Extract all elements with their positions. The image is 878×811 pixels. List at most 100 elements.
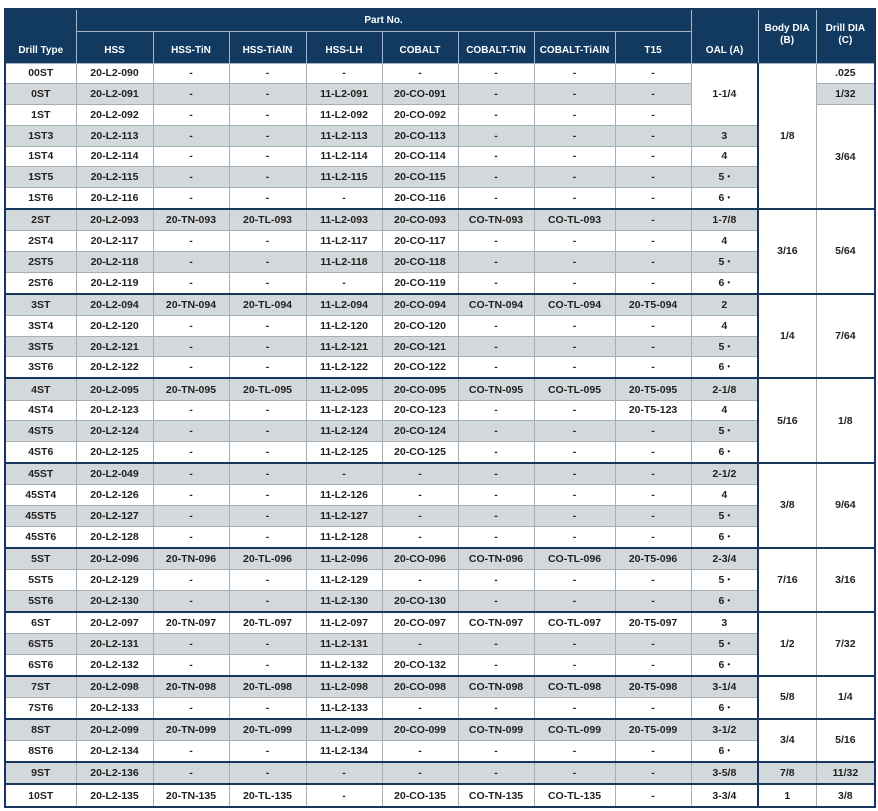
body-dia-cell: 1/2	[757, 610, 817, 677]
table-row-2st4: 2ST4 20-L2-117- -11-L2-117 20-CO-117- - -4	[4, 230, 875, 252]
drill-type-cell: 5ST	[4, 546, 77, 570]
table-row-8st: 8ST 20-L2-099 20-TN-099 20-TL-099 11-L2-099 2…	[4, 717, 876, 763]
table-row-4st4: 4ST4 20-L2-123- -11-L2-123 20-CO-123- -20-T5…	[4, 399, 875, 422]
part-number-cell: -	[533, 83, 616, 106]
part-number-cell: 20-CO-095	[381, 377, 459, 401]
part-number-cell: 20-TN-094	[152, 292, 230, 316]
part-number-cell: -	[305, 783, 383, 808]
drill-parts-table-wrap: Drill Type Part No. OAL (A) Body DIA (B)…	[4, 8, 877, 808]
part-number-cell: 20-TL-096	[228, 546, 307, 570]
part-number-cell: -	[152, 504, 230, 527]
part-number-cell: 20-T5-096	[614, 546, 692, 570]
part-number-cell: 20-L2-135	[75, 783, 154, 808]
body-dia-cell: 1	[757, 783, 817, 808]
oal-cell: 3-1/4	[690, 674, 759, 698]
part-number-cell: -	[152, 187, 230, 210]
drill-type-cell: 3ST5	[4, 335, 77, 358]
part-number-cell: -	[228, 739, 307, 763]
body-dia-cell: 7/16	[757, 546, 817, 613]
part-number-cell: 20-L2-122	[75, 356, 154, 379]
drill-type-cell: 1ST4	[4, 145, 77, 168]
part-number-cell: 20-L2-115	[75, 166, 154, 189]
part-number-cell: 20-L2-129	[75, 568, 154, 591]
part-number-cell: 20-CO-098	[381, 674, 459, 698]
body-dia-cell: 1/4	[757, 292, 817, 379]
oal-cell: 4	[690, 230, 759, 252]
part-number-cell: 11-L2-095	[305, 377, 383, 401]
part-number-cell: -	[152, 356, 230, 379]
drill-type-cell: 5ST5	[4, 568, 77, 591]
part-number-cell: 20-CO-120	[381, 314, 459, 337]
part-number-cell: -	[533, 104, 616, 126]
part-number-cell: 20-TN-095	[152, 377, 230, 401]
part-number-cell: 20-L2-136	[75, 760, 154, 785]
part-number-cell: -	[228, 760, 307, 785]
part-number-cell: -	[533, 230, 616, 252]
oal-cell: 6 •	[690, 589, 759, 613]
part-number-cell: -	[457, 104, 535, 126]
part-number-cell: 11-L2-098	[305, 674, 383, 698]
part-number-cell: -	[457, 250, 535, 273]
table-row-45st5: 45ST5 20-L2-127- -11-L2-127- - - -5 •	[4, 504, 875, 527]
part-number-cell: 11-L2-092	[305, 104, 383, 126]
part-number-cell: -	[152, 589, 230, 613]
table-row-2st: 2ST 20-L2-093 20-TN-093 20-TL-093 11-L2-093 2…	[4, 208, 876, 295]
part-number-cell: CO-TL-093	[533, 208, 616, 232]
drill-type-cell: 10ST	[4, 783, 77, 808]
part-number-cell: 11-L2-133	[305, 696, 383, 720]
part-number-cell: -	[614, 568, 692, 591]
drill-type-cell: 00ST	[4, 62, 77, 85]
part-number-cell: -	[228, 187, 307, 210]
table-row-2st5: 2ST5 20-L2-118- -11-L2-118 20-CO-118- - -5 •	[4, 250, 875, 273]
part-number-cell: -	[457, 696, 535, 720]
part-number-cell: -	[228, 356, 307, 379]
part-number-cell: CO-TL-095	[533, 377, 616, 401]
drill-type-cell: 2ST5	[4, 250, 77, 273]
part-number-cell: -	[614, 525, 692, 549]
drill-type-cell: 7ST	[4, 674, 77, 698]
part-number-cell: -	[228, 314, 307, 337]
oal-cell: 1-1/4	[690, 62, 759, 126]
part-number-cell: 20-TN-098	[152, 674, 230, 698]
part-number-cell: 20-T5-097	[614, 610, 692, 634]
part-number-cell: 11-L2-097	[305, 610, 383, 634]
part-number-cell: 20-TL-097	[228, 610, 307, 634]
part-number-cell: 20-L2-091	[75, 83, 154, 106]
part-number-cell: CO-TN-096	[457, 546, 535, 570]
part-number-cell: -	[533, 441, 616, 464]
footnote-dot: •	[727, 256, 731, 266]
table-row-3st4: 3ST4 20-L2-120- -11-L2-120 20-CO-120- - -4	[4, 314, 875, 337]
part-number-cell: 11-L2-131	[305, 632, 383, 655]
part-number-cell: 20-CO-114	[381, 145, 459, 168]
col-header-oal: OAL (A)	[690, 8, 759, 64]
col-header-hss-tialn: HSS-TiAlN	[228, 30, 307, 64]
part-number-cell: 20-CO-096	[381, 546, 459, 570]
part-number-cell: -	[228, 124, 307, 147]
part-number-cell: 20-CO-135	[381, 783, 459, 808]
part-number-cell: -	[305, 760, 383, 785]
part-number-cell: -	[152, 166, 230, 189]
part-number-cell: 11-L2-123	[305, 399, 383, 422]
oal-cell: 3	[690, 610, 759, 634]
footnote-dot: •	[727, 447, 731, 457]
drill-dia-cell: 5/64	[815, 208, 876, 295]
part-number-cell: -	[228, 62, 307, 85]
part-number-cell: -	[305, 187, 383, 210]
oal-cell: 2-1/8	[690, 377, 759, 401]
table-row-7st6: 7ST6 20-L2-133- -11-L2-133- - - -6 •	[4, 696, 875, 720]
oal-cell: 6 •	[690, 441, 759, 464]
part-number-cell: 11-L2-132	[305, 653, 383, 677]
oal-cell: 5 •	[690, 166, 759, 189]
part-number-cell: CO-TN-099	[457, 717, 535, 741]
drill-type-cell: 4ST4	[4, 399, 77, 422]
part-number-cell: -	[228, 462, 307, 486]
part-number-cell: 11-L2-126	[305, 484, 383, 506]
part-number-cell: -	[381, 568, 459, 591]
part-number-cell: -	[152, 250, 230, 273]
part-number-cell: -	[228, 145, 307, 168]
part-number-cell: -	[533, 314, 616, 337]
table-row-3st: 3ST 20-L2-094 20-TN-094 20-TL-094 11-L2-094 2…	[4, 292, 876, 379]
part-number-cell: 20-TN-093	[152, 208, 230, 232]
part-number-cell: -	[533, 589, 616, 613]
part-number-cell: -	[152, 484, 230, 506]
